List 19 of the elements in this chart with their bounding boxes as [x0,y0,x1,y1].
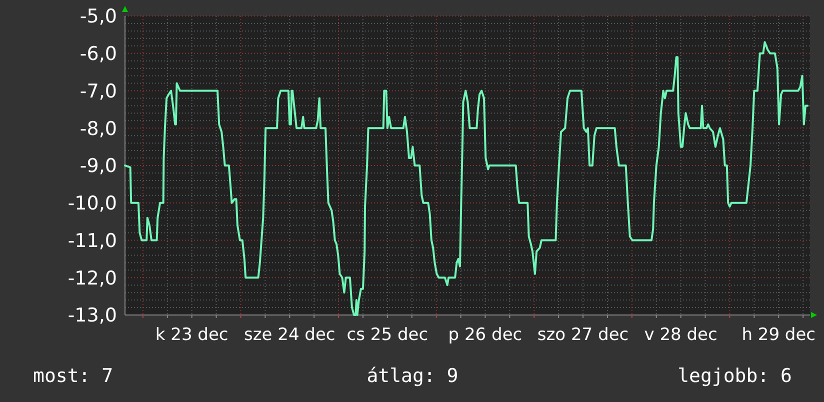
x-tick-label: cs 25 dec [346,325,428,345]
text: legjobb: 6 [678,365,792,387]
text: most: 7 [33,365,114,387]
y-tick-label: -12,0 [68,267,117,290]
x-tick-label: sze 24 dec [244,325,336,345]
y-tick-label: -10,0 [68,192,117,215]
y-tick-label: -13,0 [68,304,117,327]
y-tick-label: -8,0 [80,118,117,140]
y-tick-label: -9,0 [80,155,117,178]
x-tick-label: k 23 dec [155,325,228,345]
text: átlag: 9 [366,365,458,387]
x-tick-label: p 26 dec [448,325,522,345]
y-tick-label: -6,0 [80,43,117,66]
x-tick-label: v 28 dec [644,325,718,345]
x-tick-label: h 29 dec [742,325,816,345]
y-tick-label: -5,0 [80,6,117,28]
y-tick-label: -11,0 [68,230,117,252]
y-tick-label: -7,0 [80,80,117,102]
x-tick-label: szo 27 dec [537,325,629,345]
